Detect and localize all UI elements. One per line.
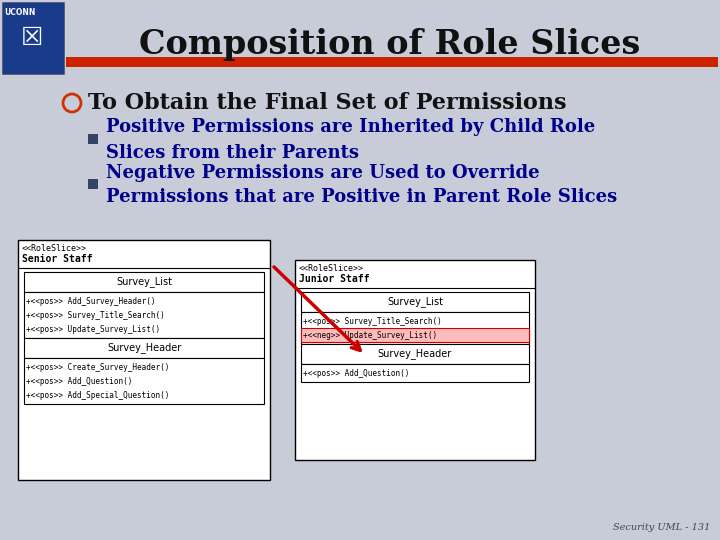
Text: Positive Permissions are Inherited by Child Role
Slices from their Parents: Positive Permissions are Inherited by Ch… xyxy=(106,118,595,161)
Text: UCONN: UCONN xyxy=(4,8,35,17)
Text: Security UML - 131: Security UML - 131 xyxy=(613,523,710,532)
Text: Survey_Header: Survey_Header xyxy=(378,348,452,360)
Text: +<<pos>> Survey_Title_Search(): +<<pos>> Survey_Title_Search() xyxy=(303,316,442,326)
Text: Negative Permissions are Used to Override
Permissions that are Positive in Paren: Negative Permissions are Used to Overrid… xyxy=(106,164,617,206)
FancyBboxPatch shape xyxy=(301,344,529,364)
Text: Survey_List: Survey_List xyxy=(116,276,172,287)
Text: +<<neg>> Update_Survey_List(): +<<neg>> Update_Survey_List() xyxy=(303,330,437,340)
FancyBboxPatch shape xyxy=(24,272,264,292)
Text: +<<pos>> Update_Survey_List(): +<<pos>> Update_Survey_List() xyxy=(26,325,160,334)
Text: To Obtain the Final Set of Permissions: To Obtain the Final Set of Permissions xyxy=(88,92,567,114)
Text: +<<pos>> Add_Survey_Header(): +<<pos>> Add_Survey_Header() xyxy=(26,296,156,306)
Text: +<<pos>> Add_Special_Question(): +<<pos>> Add_Special_Question() xyxy=(26,390,169,400)
Text: Composition of Role Slices: Composition of Role Slices xyxy=(140,28,641,61)
Text: <<RoleSlice>>: <<RoleSlice>> xyxy=(299,264,364,273)
FancyBboxPatch shape xyxy=(301,312,529,344)
Text: Senior Staff: Senior Staff xyxy=(22,254,92,264)
Text: +<<pos>> Create_Survey_Header(): +<<pos>> Create_Survey_Header() xyxy=(26,362,169,372)
FancyBboxPatch shape xyxy=(301,328,529,342)
Text: +<<pos>> Add_Question(): +<<pos>> Add_Question() xyxy=(26,376,132,386)
FancyBboxPatch shape xyxy=(24,292,264,338)
FancyBboxPatch shape xyxy=(24,338,264,358)
Text: Survey_Header: Survey_Header xyxy=(107,342,181,354)
FancyBboxPatch shape xyxy=(18,240,270,480)
Text: +<<pos>> Add_Question(): +<<pos>> Add_Question() xyxy=(303,368,410,377)
FancyBboxPatch shape xyxy=(88,179,98,189)
Text: Survey_List: Survey_List xyxy=(387,296,443,307)
Text: Junior Staff: Junior Staff xyxy=(299,274,369,284)
Text: <<RoleSlice>>: <<RoleSlice>> xyxy=(22,244,87,253)
FancyBboxPatch shape xyxy=(295,260,535,460)
Text: ☒: ☒ xyxy=(21,26,43,50)
FancyBboxPatch shape xyxy=(2,2,64,74)
FancyBboxPatch shape xyxy=(66,57,718,67)
FancyBboxPatch shape xyxy=(88,134,98,144)
FancyBboxPatch shape xyxy=(24,358,264,404)
FancyBboxPatch shape xyxy=(301,364,529,382)
FancyBboxPatch shape xyxy=(301,292,529,312)
Text: +<<pos>> Survey_Title_Search(): +<<pos>> Survey_Title_Search() xyxy=(26,310,165,320)
